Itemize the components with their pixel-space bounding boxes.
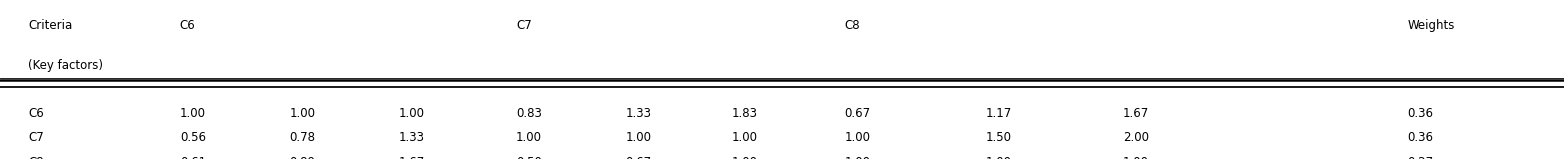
Text: 2.00: 2.00 [1123, 131, 1150, 144]
Text: C6: C6 [180, 19, 196, 32]
Text: 0.36: 0.36 [1408, 107, 1434, 120]
Text: 1.00: 1.00 [1123, 156, 1150, 159]
Text: 1.00: 1.00 [399, 107, 425, 120]
Text: C7: C7 [516, 19, 532, 32]
Text: 0.83: 0.83 [516, 107, 543, 120]
Text: 0.56: 0.56 [180, 131, 206, 144]
Text: 0.27: 0.27 [1408, 156, 1434, 159]
Text: 0.67: 0.67 [626, 156, 652, 159]
Text: 1.00: 1.00 [289, 107, 316, 120]
Text: 1.00: 1.00 [732, 131, 759, 144]
Text: C6: C6 [28, 107, 44, 120]
Text: 1.33: 1.33 [626, 107, 652, 120]
Text: 1.00: 1.00 [985, 156, 1012, 159]
Text: 1.67: 1.67 [1123, 107, 1150, 120]
Text: 0.78: 0.78 [289, 131, 316, 144]
Text: 0.67: 0.67 [845, 107, 871, 120]
Text: 1.00: 1.00 [732, 156, 759, 159]
Text: 1.83: 1.83 [732, 107, 759, 120]
Text: 1.50: 1.50 [985, 131, 1012, 144]
Text: C7: C7 [28, 131, 44, 144]
Text: Criteria: Criteria [28, 19, 72, 32]
Text: Weights: Weights [1408, 19, 1455, 32]
Text: 0.89: 0.89 [289, 156, 316, 159]
Text: 1.00: 1.00 [845, 131, 871, 144]
Text: 0.50: 0.50 [516, 156, 543, 159]
Text: 1.17: 1.17 [985, 107, 1012, 120]
Text: 1.00: 1.00 [626, 131, 652, 144]
Text: C8: C8 [28, 156, 44, 159]
Text: 0.61: 0.61 [180, 156, 206, 159]
Text: 1.00: 1.00 [516, 131, 543, 144]
Text: 0.36: 0.36 [1408, 131, 1434, 144]
Text: 1.67: 1.67 [399, 156, 425, 159]
Text: (Key factors): (Key factors) [28, 59, 103, 72]
Text: 1.00: 1.00 [180, 107, 206, 120]
Text: 1.33: 1.33 [399, 131, 425, 144]
Text: 1.00: 1.00 [845, 156, 871, 159]
Text: C8: C8 [845, 19, 860, 32]
